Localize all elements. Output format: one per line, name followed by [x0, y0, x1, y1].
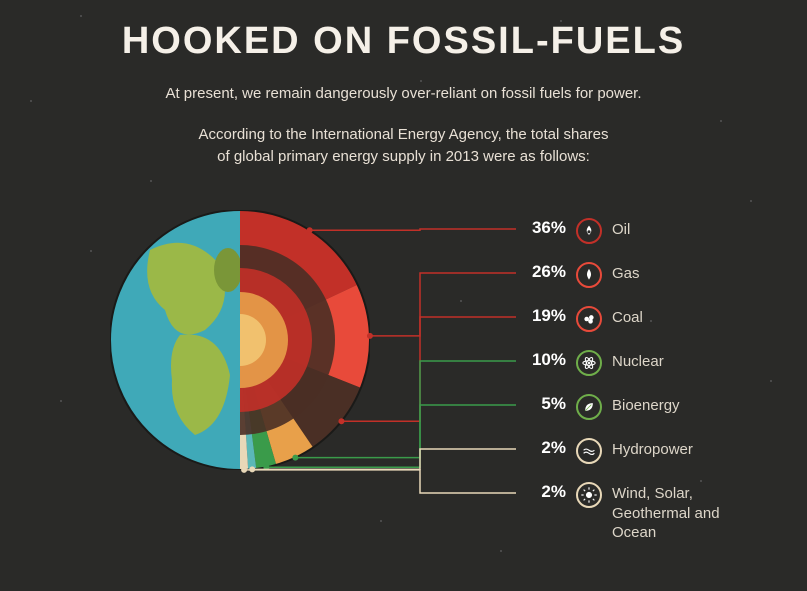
header-block: HOOKED ON FOSSIL-FUELS At present, we re… — [0, 0, 807, 169]
legend-row: 36% Oil — [520, 218, 752, 244]
page-title: HOOKED ON FOSSIL-FUELS — [60, 20, 747, 63]
legend-label: Gas — [612, 262, 640, 284]
subtitle: At present, we remain dangerously over-r… — [60, 83, 747, 106]
description-line-1: According to the International Energy Ag… — [60, 124, 747, 147]
legend-row: 5% Bioenergy — [520, 394, 752, 420]
legend-pct: 36% — [520, 218, 566, 238]
legend-row: 19% Coal — [520, 306, 752, 332]
legend-row: 26% Gas — [520, 262, 752, 288]
leaf-icon — [576, 394, 602, 420]
legend-pct: 10% — [520, 350, 566, 370]
legend-label: Bioenergy — [612, 394, 680, 416]
legend-label: Hydropower — [612, 438, 693, 460]
legend-row: 2% Wind, Solar, Geothermal and Ocean — [520, 482, 752, 543]
visualization: 36% Oil 26% Gas 19% Coal 10% Nuclear — [0, 180, 807, 591]
legend-row: 2% Hydropower — [520, 438, 752, 464]
legend-pct: 5% — [520, 394, 566, 414]
coal-icon — [576, 306, 602, 332]
oil-icon — [576, 218, 602, 244]
description-line-2: of global primary energy supply in 2013 … — [60, 146, 747, 169]
sun-icon — [576, 482, 602, 508]
legend-pct: 26% — [520, 262, 566, 282]
legend-label: Oil — [612, 218, 630, 240]
flame-icon — [576, 262, 602, 288]
legend-pct: 2% — [520, 482, 566, 502]
legend-label: Wind, Solar, Geothermal and Ocean — [612, 482, 752, 543]
legend: 36% Oil 26% Gas 19% Coal 10% Nuclear — [520, 218, 752, 561]
legend-row: 10% Nuclear — [520, 350, 752, 376]
legend-pct: 19% — [520, 306, 566, 326]
legend-label: Coal — [612, 306, 643, 328]
legend-label: Nuclear — [612, 350, 664, 372]
water-icon — [576, 438, 602, 464]
atom-icon — [576, 350, 602, 376]
legend-pct: 2% — [520, 438, 566, 458]
